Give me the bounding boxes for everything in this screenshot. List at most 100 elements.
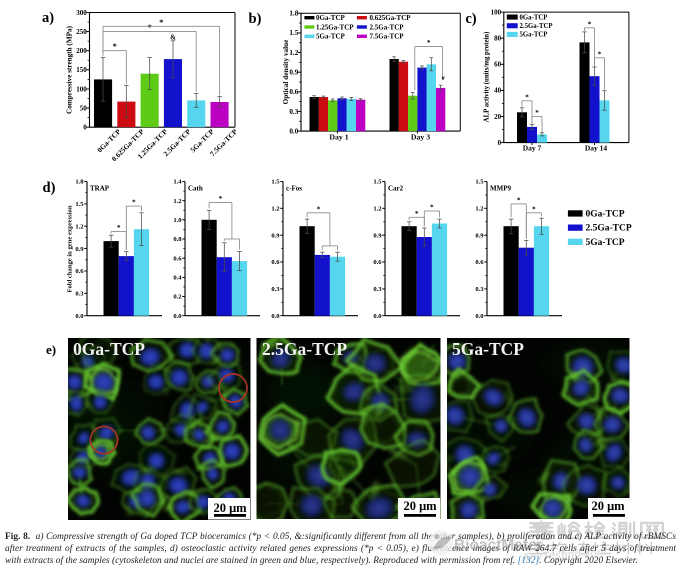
svg-text:1.2: 1.2 bbox=[173, 198, 182, 205]
svg-text:Day 1: Day 1 bbox=[329, 133, 348, 142]
svg-text:Car2: Car2 bbox=[388, 185, 404, 193]
svg-text:0Ga-TCP: 0Ga-TCP bbox=[586, 210, 625, 220]
svg-text:0.6: 0.6 bbox=[373, 259, 382, 266]
svg-text:1.2: 1.2 bbox=[271, 206, 280, 213]
svg-text:1.2: 1.2 bbox=[75, 223, 84, 230]
svg-text:100: 100 bbox=[76, 85, 87, 93]
svg-text:1.5: 1.5 bbox=[271, 179, 280, 186]
svg-text:1.0: 1.0 bbox=[173, 217, 182, 224]
svg-text:5Ga-TCP: 5Ga-TCP bbox=[586, 238, 625, 248]
svg-text:5Ga-TCP: 5Ga-TCP bbox=[520, 32, 548, 39]
svg-text:0.6: 0.6 bbox=[271, 259, 280, 266]
svg-text:#: # bbox=[441, 75, 445, 82]
svg-text:1.2: 1.2 bbox=[373, 206, 382, 213]
svg-text:0: 0 bbox=[498, 139, 502, 147]
svg-text:MMP9: MMP9 bbox=[490, 185, 511, 193]
svg-text:*: * bbox=[415, 210, 419, 218]
svg-text:1.8: 1.8 bbox=[75, 179, 84, 186]
svg-text:0.6: 0.6 bbox=[75, 268, 84, 275]
svg-text:0.3: 0.3 bbox=[271, 286, 280, 293]
svg-text:20 μm: 20 μm bbox=[591, 499, 625, 513]
svg-text:&: & bbox=[170, 33, 176, 41]
svg-text:0.4: 0.4 bbox=[173, 275, 182, 282]
svg-text:1.5: 1.5 bbox=[373, 179, 382, 186]
svg-text:*: * bbox=[219, 195, 223, 203]
svg-text:*: * bbox=[117, 224, 121, 232]
svg-text:1.25Ga-TCP: 1.25Ga-TCP bbox=[316, 23, 354, 31]
svg-text:0.8: 0.8 bbox=[173, 236, 182, 243]
svg-text:*: * bbox=[598, 50, 602, 58]
svg-text:2.5Ga-TCP: 2.5Ga-TCP bbox=[370, 23, 405, 31]
svg-text:Day 7: Day 7 bbox=[523, 144, 542, 153]
svg-text:0.6: 0.6 bbox=[173, 255, 182, 262]
svg-text:TRAP: TRAP bbox=[90, 185, 110, 193]
svg-text:*: * bbox=[148, 23, 152, 32]
svg-text:0.3: 0.3 bbox=[475, 286, 484, 293]
svg-text:1.5: 1.5 bbox=[75, 201, 84, 208]
svg-text:1.8: 1.8 bbox=[289, 10, 298, 18]
svg-text:0.3: 0.3 bbox=[75, 291, 84, 298]
svg-text:*: * bbox=[113, 42, 117, 51]
svg-text:80: 80 bbox=[494, 35, 502, 43]
svg-text:*: * bbox=[317, 205, 321, 213]
svg-text:0.9: 0.9 bbox=[289, 69, 298, 77]
svg-text:*: * bbox=[532, 205, 536, 213]
svg-text:0Ga-TCP: 0Ga-TCP bbox=[73, 339, 145, 359]
svg-text:*: * bbox=[132, 199, 136, 207]
svg-text:a): a) bbox=[42, 10, 54, 26]
svg-text:0.9: 0.9 bbox=[475, 232, 484, 239]
svg-text:Compressive strength (MPa): Compressive strength (MPa) bbox=[66, 25, 74, 114]
svg-text:*: * bbox=[525, 93, 529, 101]
svg-text:Day 3: Day 3 bbox=[411, 133, 430, 142]
svg-text:e): e) bbox=[46, 342, 56, 357]
svg-text:c): c) bbox=[465, 11, 476, 27]
svg-text:50: 50 bbox=[80, 104, 88, 112]
svg-text:20 μm: 20 μm bbox=[403, 499, 437, 513]
svg-text:0.2: 0.2 bbox=[173, 294, 182, 301]
svg-text:*: * bbox=[588, 20, 592, 28]
svg-text:b): b) bbox=[249, 11, 262, 27]
svg-text:*: * bbox=[427, 39, 431, 47]
svg-text:ALP activity (units/mg protein: ALP activity (units/mg protein) bbox=[484, 32, 491, 123]
svg-text:0.6: 0.6 bbox=[475, 259, 484, 266]
svg-text:0.9: 0.9 bbox=[271, 232, 280, 239]
svg-text:Day 14: Day 14 bbox=[585, 144, 608, 153]
svg-text:7.5Ga-TCP: 7.5Ga-TCP bbox=[370, 33, 405, 41]
svg-text:2.5Ga-TCP: 2.5Ga-TCP bbox=[262, 339, 347, 359]
svg-text:200: 200 bbox=[76, 47, 87, 55]
svg-text:0.0: 0.0 bbox=[75, 313, 84, 320]
svg-text:*: * bbox=[535, 109, 539, 117]
svg-text:*: * bbox=[430, 204, 434, 212]
svg-text:60: 60 bbox=[494, 61, 502, 69]
svg-text:Fold change in gene expression: Fold change in gene expression bbox=[67, 205, 74, 292]
svg-text:0.0: 0.0 bbox=[173, 313, 182, 320]
svg-text:20 μm: 20 μm bbox=[213, 501, 247, 515]
svg-text:0.9: 0.9 bbox=[75, 246, 84, 253]
svg-text:0.0: 0.0 bbox=[289, 128, 298, 136]
svg-text:100: 100 bbox=[491, 8, 502, 16]
svg-text:0.3: 0.3 bbox=[373, 286, 382, 293]
svg-text:BioactMater: BioactMater bbox=[454, 537, 543, 554]
svg-text:2.5Ga-TCP: 2.5Ga-TCP bbox=[586, 224, 632, 234]
svg-text:300: 300 bbox=[76, 9, 87, 17]
svg-text:150: 150 bbox=[76, 66, 87, 74]
svg-text:0.0: 0.0 bbox=[373, 313, 382, 320]
svg-text:2.5Ga-TCP: 2.5Ga-TCP bbox=[520, 23, 553, 30]
svg-text:0.3: 0.3 bbox=[289, 108, 298, 116]
svg-text:0.9: 0.9 bbox=[373, 232, 382, 239]
svg-text:1.5: 1.5 bbox=[289, 29, 298, 37]
svg-text:0Ga-TCP: 0Ga-TCP bbox=[316, 14, 346, 22]
svg-text:c-Fos: c-Fos bbox=[286, 185, 302, 193]
svg-text:1.4: 1.4 bbox=[173, 179, 182, 186]
svg-text:0Ga-TCP: 0Ga-TCP bbox=[520, 14, 548, 21]
svg-text:250: 250 bbox=[76, 28, 87, 36]
svg-text:5Ga-TCP: 5Ga-TCP bbox=[452, 339, 524, 359]
svg-text:1.5: 1.5 bbox=[475, 179, 484, 186]
svg-text:0: 0 bbox=[83, 124, 87, 132]
svg-text:0.0: 0.0 bbox=[271, 313, 280, 320]
svg-text:0.625Ga-TCP: 0.625Ga-TCP bbox=[370, 14, 412, 22]
svg-text:5Ga-TCP: 5Ga-TCP bbox=[316, 33, 346, 41]
svg-text:40: 40 bbox=[494, 87, 502, 95]
svg-text:1.2: 1.2 bbox=[289, 49, 298, 57]
svg-text:Cath: Cath bbox=[188, 185, 203, 193]
